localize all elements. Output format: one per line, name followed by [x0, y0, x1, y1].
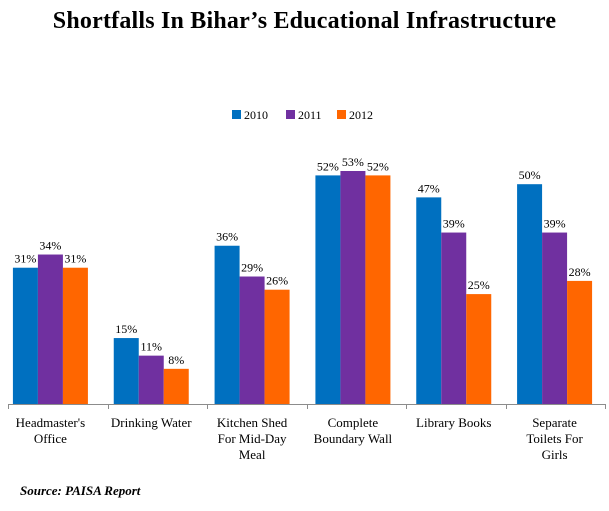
value-label-2011-2: 29% — [241, 261, 263, 275]
value-label-2011-0: 34% — [39, 239, 61, 253]
legend-label-2012: 2012 — [349, 108, 373, 122]
bar-2012-2 — [264, 289, 290, 404]
value-label-2012-1: 8% — [168, 353, 184, 367]
value-label-2012-2: 26% — [266, 274, 288, 288]
chart-title: Shortfalls In Bihar’s Educational Infras… — [52, 8, 557, 34]
category-label-4: Library Books — [416, 415, 491, 430]
bar-2011-5 — [542, 232, 568, 404]
legend-swatch-2011 — [286, 110, 295, 119]
source-note: Source: PAISA Report — [20, 483, 141, 498]
bar-2010-0 — [12, 267, 38, 404]
legend-label-2011: 2011 — [298, 108, 322, 122]
bar-2011-0 — [37, 254, 63, 404]
legend-swatch-2010 — [232, 110, 241, 119]
bar-2010-2 — [214, 245, 240, 404]
value-label-2010-5: 50% — [519, 168, 541, 182]
value-label-2010-2: 36% — [216, 230, 238, 244]
category-label-5: Separate Toilets For Girls — [526, 415, 583, 462]
value-label-2011-1: 11% — [140, 340, 162, 354]
bar-2010-1 — [113, 338, 139, 404]
bar-2011-1 — [138, 355, 164, 404]
value-label-2012-5: 28% — [569, 265, 591, 279]
value-label-2012-0: 31% — [64, 252, 86, 266]
category-label-2: Kitchen Shed For Mid-Day Meal — [217, 415, 288, 462]
category-labels-group: Headmaster's Office Drinking Water Kitchen … — [16, 415, 584, 462]
value-label-2010-1: 15% — [115, 322, 137, 336]
value-label-2012-3: 52% — [367, 159, 389, 173]
bar-2012-3 — [365, 175, 391, 404]
value-label-2011-4: 39% — [443, 217, 465, 231]
value-label-2010-0: 31% — [14, 252, 36, 266]
value-labels-group: 31%34%31% 15%11% 8% 36% 29%26% 52% 53% 52% 47% 39… — [14, 155, 590, 367]
legend: 2010 2011 2012 — [232, 108, 373, 122]
legend-swatch-2012 — [337, 110, 346, 119]
bar-2010-4 — [416, 197, 442, 404]
bar-2010-5 — [517, 184, 543, 404]
bar-2012-4 — [466, 294, 492, 404]
value-label-2010-3: 52% — [317, 159, 339, 173]
value-label-2011-5: 39% — [544, 217, 566, 231]
category-label-0: Headmaster's Office — [16, 415, 85, 446]
bars-group — [12, 171, 593, 404]
value-label-2011-3: 53% — [342, 155, 364, 169]
value-label-2010-4: 47% — [418, 181, 440, 195]
legend-label-2010: 2010 — [244, 108, 268, 122]
bar-2010-3 — [315, 175, 341, 404]
bar-2011-4 — [441, 232, 467, 404]
bar-2012-0 — [62, 267, 88, 404]
category-label-1: Drinking Water — [111, 415, 192, 430]
bar-2012-5 — [567, 280, 593, 404]
x-axis-ticks — [8, 404, 606, 409]
bar-2011-3 — [340, 171, 366, 404]
bar-2012-1 — [163, 368, 189, 404]
category-label-3: Complete Boundary Wall — [314, 415, 393, 446]
bar-2011-2 — [239, 276, 265, 404]
value-label-2012-4: 25% — [468, 278, 490, 292]
